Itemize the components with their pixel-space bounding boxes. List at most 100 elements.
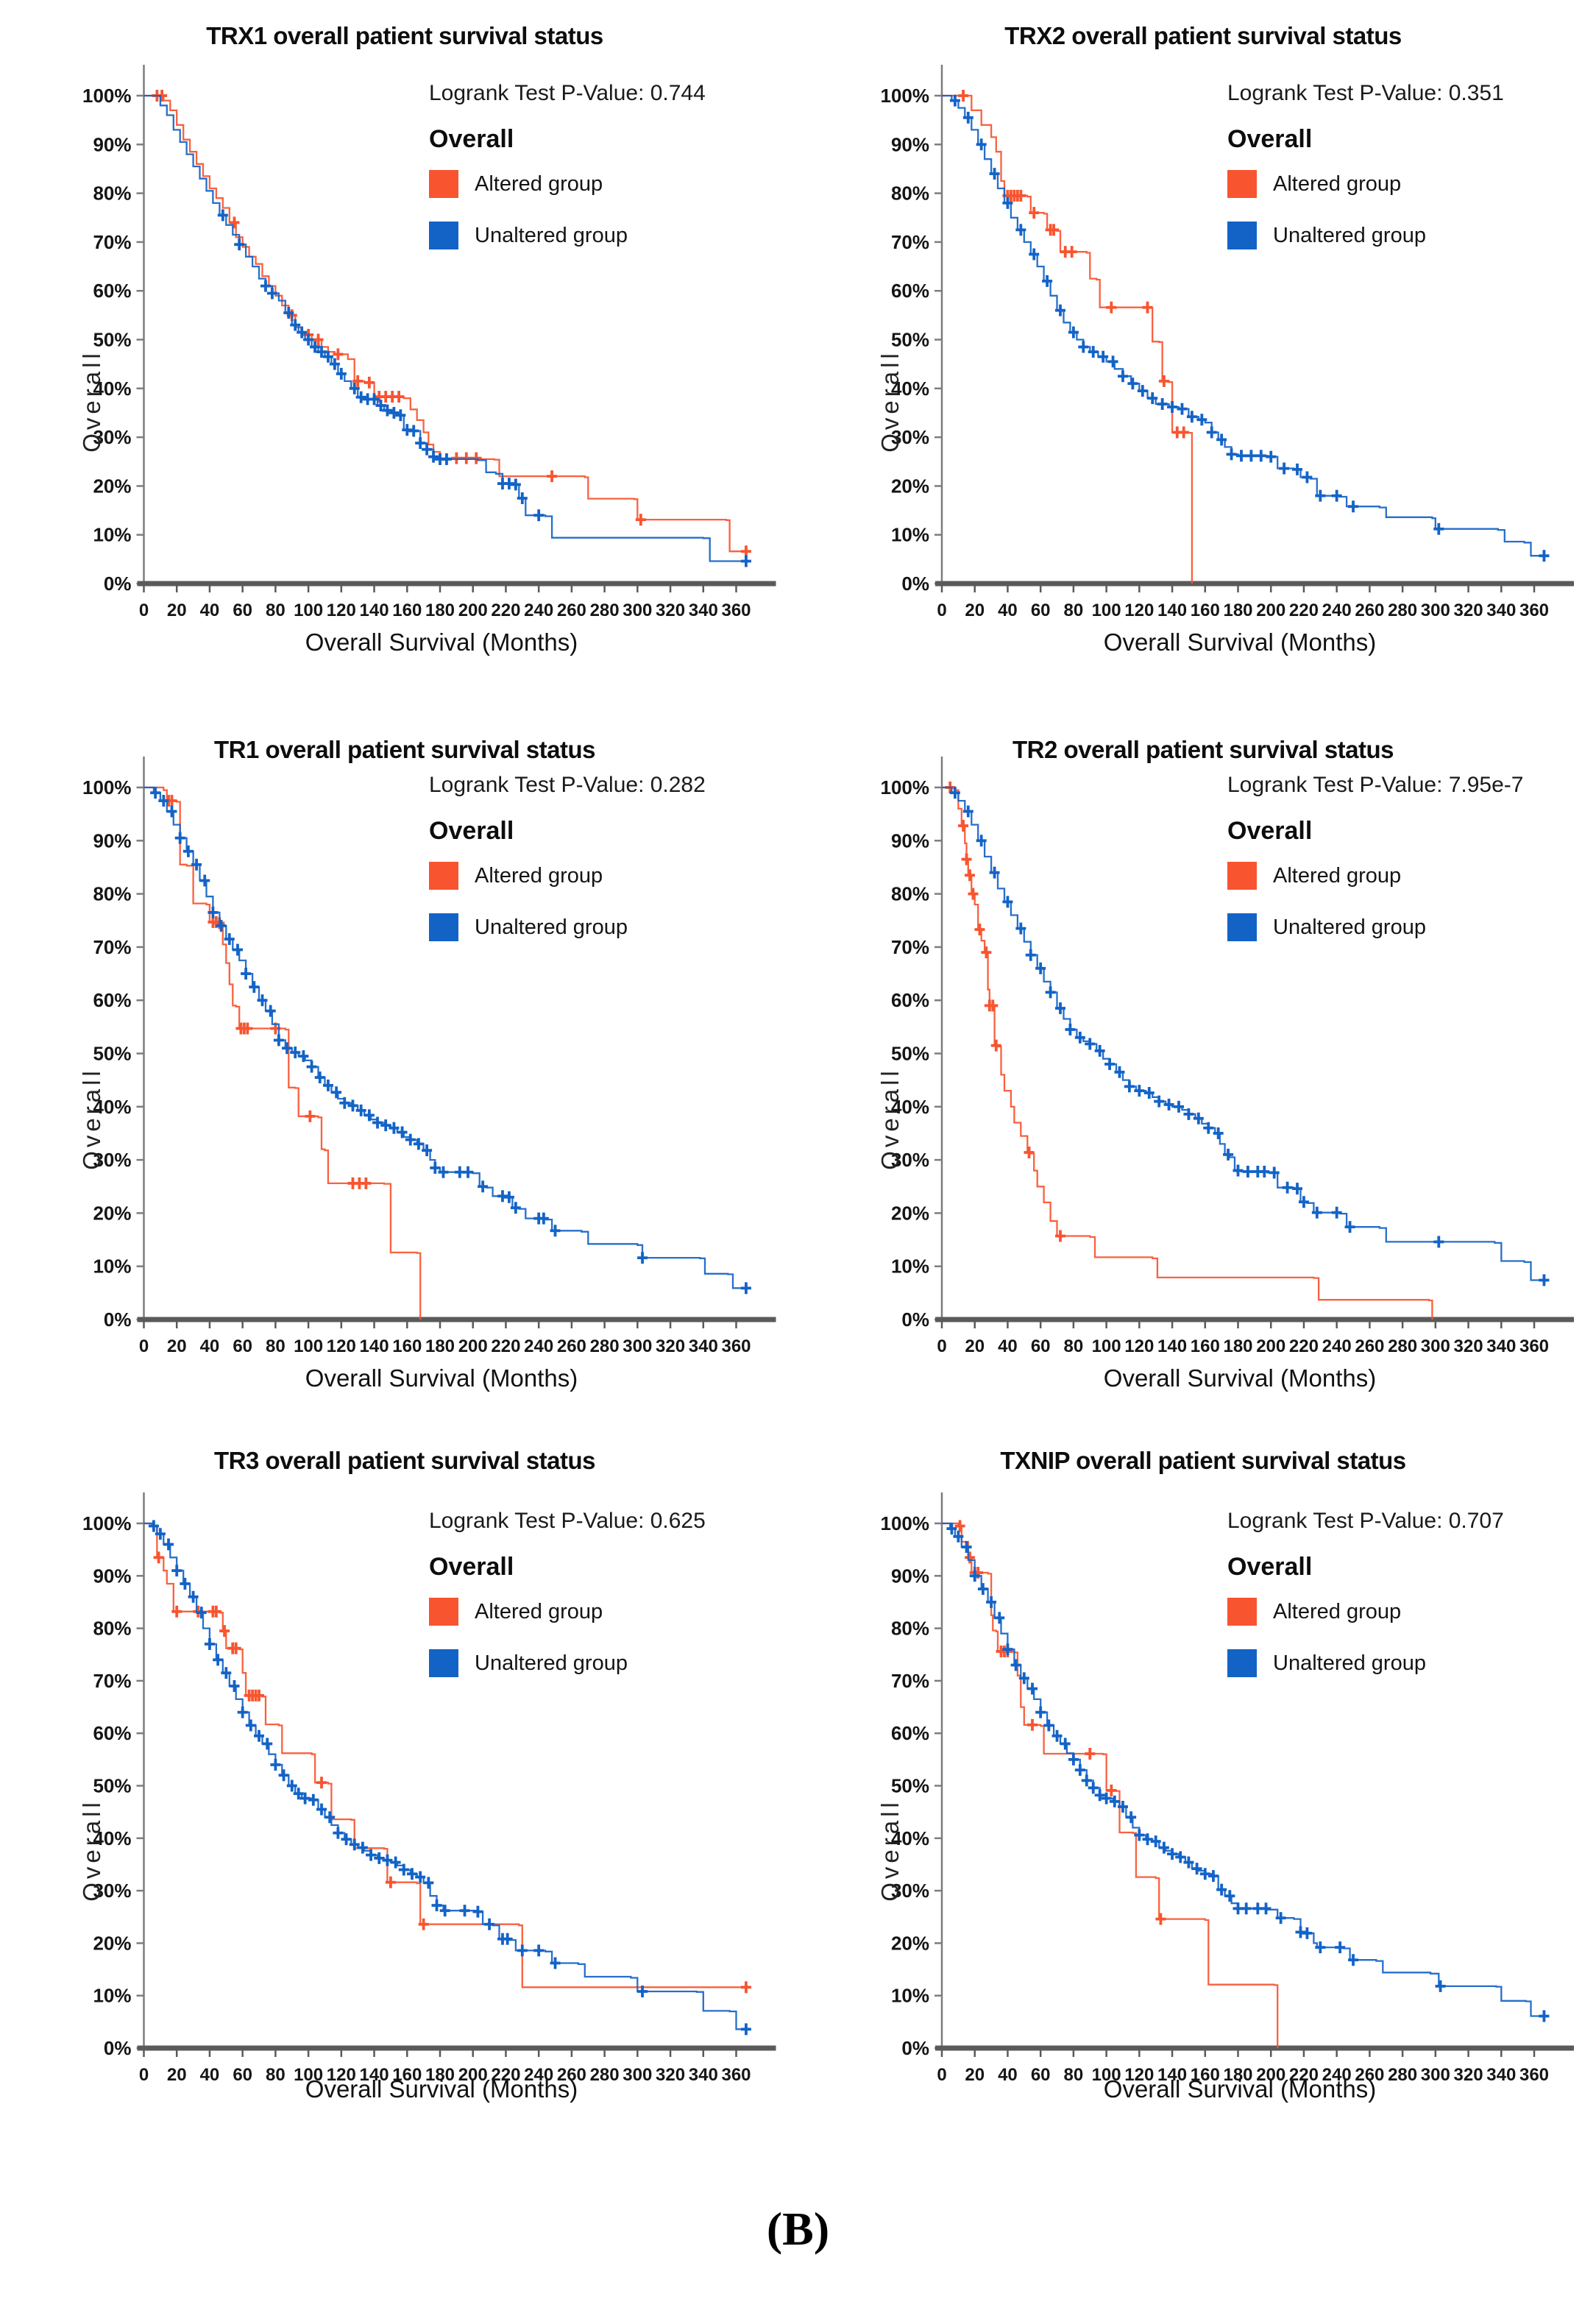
y-tick-label: 40%	[891, 1096, 929, 1118]
x-tick-label: 20	[167, 2065, 187, 2085]
y-tick-label: 10%	[891, 1985, 929, 2007]
x-axis-label: Overall Survival (Months)	[305, 2075, 578, 2103]
x-tick-label: 0	[937, 2065, 946, 2085]
y-tick-label: 0%	[104, 573, 132, 595]
altered-group-swatch	[429, 1598, 458, 1626]
survival-curve-altered	[143, 786, 422, 1320]
x-tick-label: 280	[590, 601, 620, 620]
legend-header: Overall	[1227, 1553, 1313, 1581]
x-tick-label: 60	[233, 601, 252, 620]
y-tick-label: 90%	[93, 829, 131, 851]
x-tick-label: 220	[1289, 601, 1319, 620]
y-tick-label: 70%	[93, 1670, 131, 1692]
y-tick-label: 100%	[82, 85, 132, 107]
altered-group-swatch	[1227, 1598, 1257, 1626]
x-tick-label: 300	[623, 2065, 652, 2085]
y-tick-label: 50%	[891, 329, 929, 351]
panel-title: TR2 overall patient survival status	[1012, 736, 1394, 763]
y-tick-label: 0%	[901, 1308, 929, 1331]
y-tick-label: 80%	[891, 883, 929, 905]
x-tick-label: 0	[937, 1336, 946, 1356]
y-tick-label: 90%	[93, 133, 131, 155]
y-axis-label: Overall	[876, 1067, 904, 1170]
x-tick-label: 40	[998, 601, 1018, 620]
logrank-pvalue: Logrank Test P-Value: 0.744	[429, 81, 706, 105]
x-tick-label: 280	[590, 1336, 620, 1356]
y-tick-label: 30%	[93, 1149, 131, 1171]
panel-title: TXNIP overall patient survival status	[1000, 1447, 1406, 1474]
x-tick-label: 120	[327, 2065, 356, 2085]
x-tick-label: 100	[1092, 601, 1121, 620]
x-tick-label: 260	[1355, 601, 1384, 620]
x-tick-label: 260	[557, 1336, 586, 1356]
x-tick-label: 40	[998, 2065, 1018, 2085]
x-tick-label: 180	[425, 601, 455, 620]
km-panel-tr2: TR2 overall patient survival status 0% 10…	[798, 692, 1596, 1428]
x-tick-label: 80	[1064, 2065, 1084, 2085]
y-tick-label: 80%	[93, 183, 131, 205]
x-tick-label: 60	[1031, 601, 1051, 620]
y-tick-label: 10%	[93, 1256, 131, 1278]
km-plot-tr3: 0% 10% 20% 30% 40% 50% 60% 70% 80% 90% 100% 0 20 40 60…	[82, 1492, 776, 2085]
x-tick-label: 160	[392, 601, 422, 620]
y-tick-label: 0%	[901, 2037, 929, 2059]
legend: Logrank Test P-Value: 0.744 Overall Alte…	[429, 81, 775, 273]
x-tick-label: 120	[327, 601, 356, 620]
x-tick-label: 20	[965, 1336, 985, 1356]
x-tick-label: 100	[294, 2065, 323, 2085]
legend-item-label: Altered group	[1273, 863, 1402, 888]
y-tick-label: 30%	[891, 426, 929, 448]
x-tick-label: 140	[1157, 1336, 1187, 1356]
x-tick-label: 120	[327, 1336, 356, 1356]
x-tick-label: 40	[200, 2065, 220, 2085]
y-axis-label: Overall	[78, 1067, 105, 1170]
x-tick-label: 360	[1519, 601, 1549, 620]
y-tick-label: 40%	[93, 378, 131, 400]
x-tick-label: 140	[360, 1336, 389, 1356]
survival-curve-altered	[942, 1522, 1279, 2048]
y-tick-label: 40%	[891, 378, 929, 400]
x-tick-label: 40	[200, 1336, 220, 1356]
x-axis-label: Overall Survival (Months)	[1103, 2075, 1377, 2103]
x-tick-label: 180	[1223, 2065, 1252, 2085]
y-tick-label: 50%	[93, 1775, 131, 1797]
y-tick-label: 10%	[93, 1985, 131, 2007]
legend-item-label: Altered group	[1273, 171, 1402, 196]
x-tick-label: 0	[139, 601, 149, 620]
x-tick-label: 200	[1256, 601, 1285, 620]
panel-title: TR1 overall patient survival status	[213, 736, 596, 763]
y-axis-label: Overall	[876, 350, 904, 453]
y-tick-label: 90%	[891, 1565, 929, 1587]
y-tick-label: 30%	[93, 426, 131, 448]
y-tick-label: 90%	[891, 133, 929, 155]
legend-item-altered: Altered group	[1227, 862, 1573, 890]
x-tick-label: 200	[1256, 1336, 1285, 1356]
legend-header: Overall	[1227, 125, 1313, 153]
legend-header: Overall	[1227, 817, 1313, 845]
x-tick-label: 340	[689, 1336, 718, 1356]
x-tick-label: 340	[689, 601, 718, 620]
y-tick-label: 60%	[93, 280, 131, 302]
y-tick-label: 10%	[891, 1256, 929, 1278]
y-tick-label: 50%	[891, 1775, 929, 1797]
km-panel-tr1: TR1 overall patient survival status 0% 10…	[0, 692, 798, 1428]
x-tick-label: 240	[524, 1336, 553, 1356]
x-tick-label: 300	[1421, 1336, 1450, 1356]
x-tick-label: 80	[266, 2065, 285, 2085]
x-axis-label: Overall Survival (Months)	[305, 1364, 578, 1392]
y-tick-label: 70%	[891, 1670, 929, 1692]
x-axis-label: Overall Survival (Months)	[1103, 1364, 1377, 1392]
logrank-pvalue: Logrank Test P-Value: 0.351	[1227, 81, 1504, 105]
legend-item-altered: Altered group	[1227, 170, 1573, 198]
x-tick-label: 40	[998, 1336, 1018, 1356]
legend-item-label: Unaltered group	[1273, 1651, 1426, 1675]
y-tick-label: 80%	[93, 883, 131, 905]
x-tick-label: 300	[623, 601, 652, 620]
x-tick-label: 160	[1191, 601, 1220, 620]
y-tick-label: 60%	[93, 989, 131, 1011]
y-tick-label: 70%	[93, 231, 131, 253]
legend: Logrank Test P-Value: 7.95e-7 Overall Al…	[1227, 773, 1573, 965]
y-tick-label: 20%	[891, 1932, 929, 1954]
y-tick-label: 70%	[891, 231, 929, 253]
x-tick-label: 220	[1289, 1336, 1319, 1356]
